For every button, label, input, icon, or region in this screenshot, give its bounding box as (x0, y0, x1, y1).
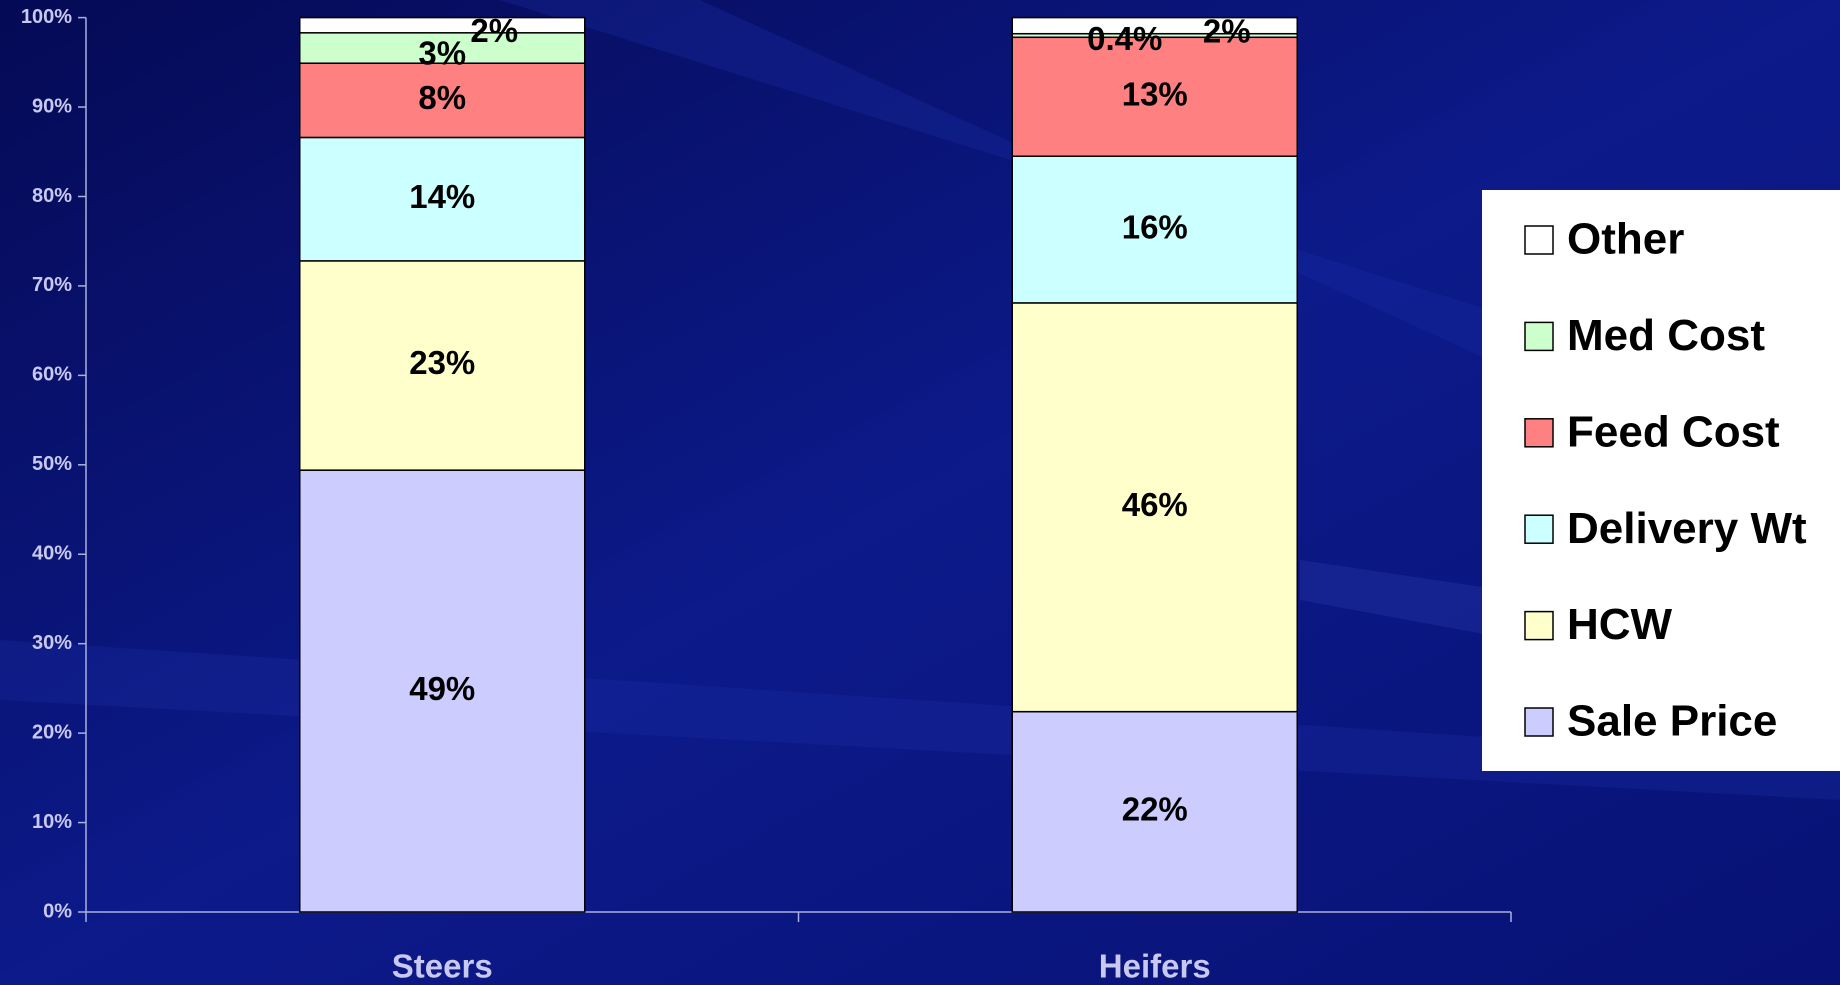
y-tick-label: 30% (32, 632, 72, 654)
data-label: 49% (409, 670, 475, 707)
bar-segment (1011, 302, 1298, 713)
y-tick-label: 80% (32, 185, 72, 207)
bar-segment (299, 136, 586, 262)
legend-label: HCW (1567, 600, 1673, 649)
legend-swatch (1524, 321, 1554, 352)
data-label: 2% (1203, 12, 1251, 49)
data-label: 16% (1122, 208, 1188, 245)
x-tick-label: Heifers (1099, 948, 1211, 985)
bar-segment (299, 32, 586, 64)
legend-swatch (1524, 225, 1554, 255)
y-tick-label: 90% (32, 95, 72, 117)
bar-segment (1011, 16, 1298, 35)
y-tick-label: 10% (32, 811, 72, 833)
y-tick-label: 40% (32, 543, 72, 565)
legend-label: Sale Price (1567, 697, 1777, 746)
bar-segment (1011, 155, 1298, 304)
legend-label: Delivery Wt (1567, 504, 1807, 553)
data-label: 13% (1122, 75, 1188, 112)
bar-segment (299, 469, 586, 913)
data-label: 3% (418, 35, 466, 72)
bar-segment (299, 16, 586, 34)
y-tick-label: 50% (32, 453, 72, 475)
legend: Sale Price HCW Delivery Wt Feed Cost Med Cos… (1524, 215, 1807, 746)
legend-label: Med Cost (1567, 311, 1765, 360)
x-tick-label: Steers (392, 948, 493, 985)
legend-box (1482, 190, 1840, 771)
legend-swatch (1524, 514, 1554, 544)
data-label: 14% (409, 178, 475, 215)
data-label: 0.4% (1087, 20, 1162, 57)
y-tick-label: 70% (32, 274, 72, 296)
data-label: 2% (470, 12, 518, 49)
data-label: 22% (1122, 791, 1188, 828)
plot-area: 0% 10% 20% 30% 40% 50% 60% 70% 80% 90% 100% Steers 4… (21, 6, 1512, 985)
y-tick-label: 60% (32, 364, 72, 386)
bar-segment (1011, 710, 1298, 913)
y-tick-label: 0% (43, 900, 72, 922)
data-label: 23% (409, 344, 475, 381)
legend-swatch (1524, 418, 1554, 448)
legend-swatch (1524, 707, 1554, 737)
y-tick-label: 20% (32, 721, 72, 743)
bar-segment (299, 62, 586, 139)
legend-label: Feed Cost (1567, 407, 1780, 456)
bar-segment (1011, 36, 1298, 157)
data-label: 8% (418, 79, 466, 116)
legend-swatch (1524, 610, 1554, 641)
legend-label: Other (1567, 215, 1684, 264)
data-label: 46% (1122, 486, 1188, 523)
y-tick-label: 100% (21, 6, 72, 28)
